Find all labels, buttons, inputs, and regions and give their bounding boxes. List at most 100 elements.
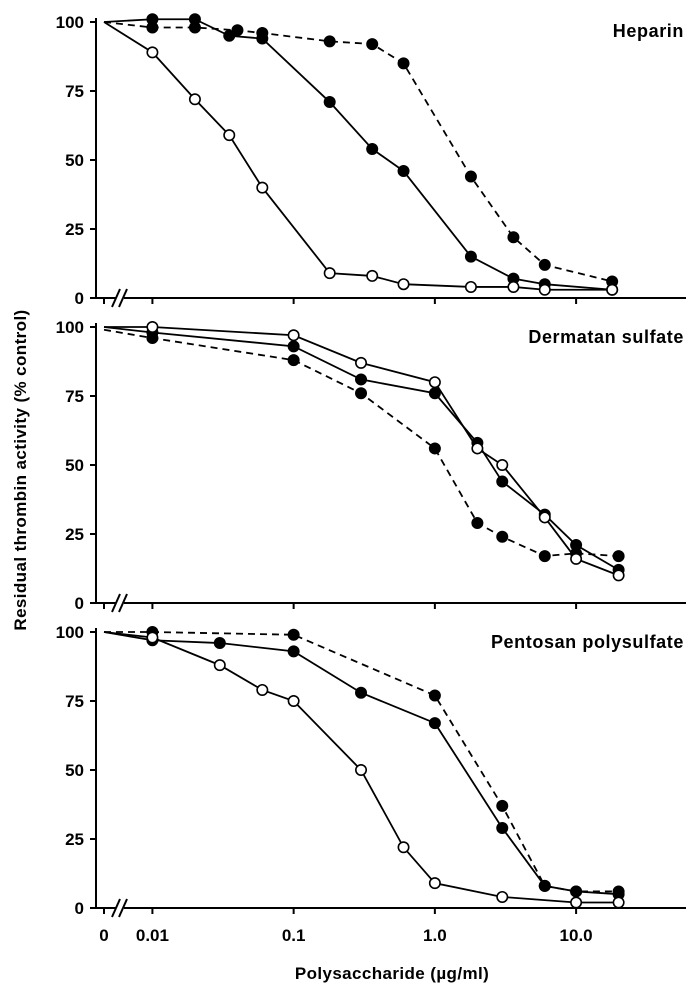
y-tick-label: 50: [65, 761, 84, 780]
y-tick-label: 25: [65, 830, 84, 849]
data-point-filled: [397, 165, 410, 178]
data-point-filled: [188, 13, 201, 26]
data-point-filled: [323, 35, 336, 48]
axis-break-mark: [118, 593, 128, 613]
data-point-filled: [428, 717, 441, 730]
data-point-filled: [287, 628, 300, 641]
data-point-filled: [538, 550, 551, 563]
y-tick-label: 75: [65, 82, 84, 101]
x-tick-label: 0.1: [282, 926, 306, 945]
series-line-solid: [103, 326, 620, 571]
data-point-open: [223, 129, 236, 142]
series-line-dashed: [103, 328, 619, 557]
data-point-filled: [355, 686, 368, 699]
data-point-filled: [366, 38, 379, 51]
data-point-open: [323, 267, 336, 280]
data-point-open: [612, 896, 625, 909]
data-point-open: [471, 442, 484, 455]
y-tick-label: 25: [65, 525, 84, 544]
data-point-open: [355, 763, 368, 776]
data-point-open: [538, 511, 551, 524]
data-point-open: [256, 683, 269, 696]
y-tick-label: 50: [65, 151, 84, 170]
data-point-open: [570, 896, 583, 909]
data-point-filled: [355, 373, 368, 386]
x-tick-label: 0: [99, 926, 108, 945]
data-point-open: [355, 356, 368, 369]
data-point-filled: [507, 231, 520, 244]
data-point-filled: [471, 516, 484, 529]
y-tick-label: 100: [56, 318, 84, 337]
y-tick-label: 0: [75, 594, 84, 613]
axis-break-mark: [118, 288, 128, 308]
data-point-open: [496, 458, 509, 471]
y-tick-label: 0: [75, 289, 84, 308]
panel-title: Heparin: [613, 21, 684, 41]
data-point-filled: [366, 142, 379, 155]
data-point-open: [287, 694, 300, 707]
data-point-filled: [287, 354, 300, 367]
series-line-dashed: [103, 21, 613, 283]
data-point-filled: [612, 550, 625, 563]
axis-break-mark: [111, 288, 121, 308]
data-point-open: [256, 181, 269, 194]
data-point-filled: [428, 689, 441, 702]
data-point-filled: [213, 637, 226, 650]
data-point-filled: [231, 24, 244, 37]
y-tick-label: 75: [65, 387, 84, 406]
data-point-filled: [496, 475, 509, 488]
y-tick-label: 100: [56, 13, 84, 32]
data-point-open: [146, 320, 159, 333]
panels: 0 25 50 75 100 Heparin 0 25 50 75 100 Dermatan sulf…: [56, 13, 686, 945]
series-line-dashed: [104, 631, 619, 893]
data-point-filled: [428, 387, 441, 400]
axis-break-mark: [118, 898, 128, 918]
data-point-open: [428, 376, 441, 389]
chart-panel: 0 25 50 75 100 Dermatan sulfate: [56, 318, 686, 613]
series-line-solid: [103, 18, 613, 291]
data-point-filled: [323, 96, 336, 109]
data-point-filled: [538, 879, 551, 892]
data-point-filled: [397, 57, 410, 70]
series-line-solid: [103, 631, 619, 896]
data-point-filled: [570, 539, 583, 552]
axis-break-mark: [111, 593, 121, 613]
data-point-open: [496, 890, 509, 903]
data-point-open: [464, 280, 477, 293]
data-point-open: [366, 269, 379, 282]
data-point-filled: [428, 442, 441, 455]
series-line-solid: [104, 326, 619, 577]
data-point-filled: [223, 29, 236, 42]
data-point-open: [188, 93, 201, 106]
y-tick-label: 50: [65, 456, 84, 475]
x-tick-label: 1.0: [423, 926, 447, 945]
y-axis-label: Residual thrombin activity (% control): [11, 309, 30, 630]
x-axis-label: Polysaccharide (µg/ml): [295, 964, 489, 983]
chart-panel: 0 25 50 75 100 Heparin: [56, 13, 686, 308]
data-point-open: [146, 631, 159, 644]
data-point-open: [287, 329, 300, 342]
data-point-filled: [538, 258, 551, 271]
chart-panel: 0 25 50 75 100 Pentosan polysulfate: [56, 623, 686, 918]
x-tick-label: 0.01: [136, 926, 169, 945]
data-point-filled: [570, 885, 583, 898]
data-point-filled: [287, 645, 300, 658]
data-point-open: [570, 552, 583, 565]
data-point-filled: [464, 170, 477, 183]
data-point-open: [606, 283, 619, 296]
data-point-open: [213, 659, 226, 672]
data-point-open: [428, 877, 441, 890]
data-point-filled: [287, 340, 300, 353]
y-tick-label: 100: [56, 623, 84, 642]
data-point-filled: [464, 250, 477, 263]
y-tick-label: 25: [65, 220, 84, 239]
data-point-open: [397, 278, 410, 291]
data-point-filled: [496, 799, 509, 812]
panel-title: Pentosan polysulfate: [491, 632, 684, 652]
data-point-open: [146, 46, 159, 59]
y-tick-label: 0: [75, 899, 84, 918]
data-point-filled: [256, 32, 269, 45]
data-point-open: [507, 280, 520, 293]
data-point-open: [538, 283, 551, 296]
